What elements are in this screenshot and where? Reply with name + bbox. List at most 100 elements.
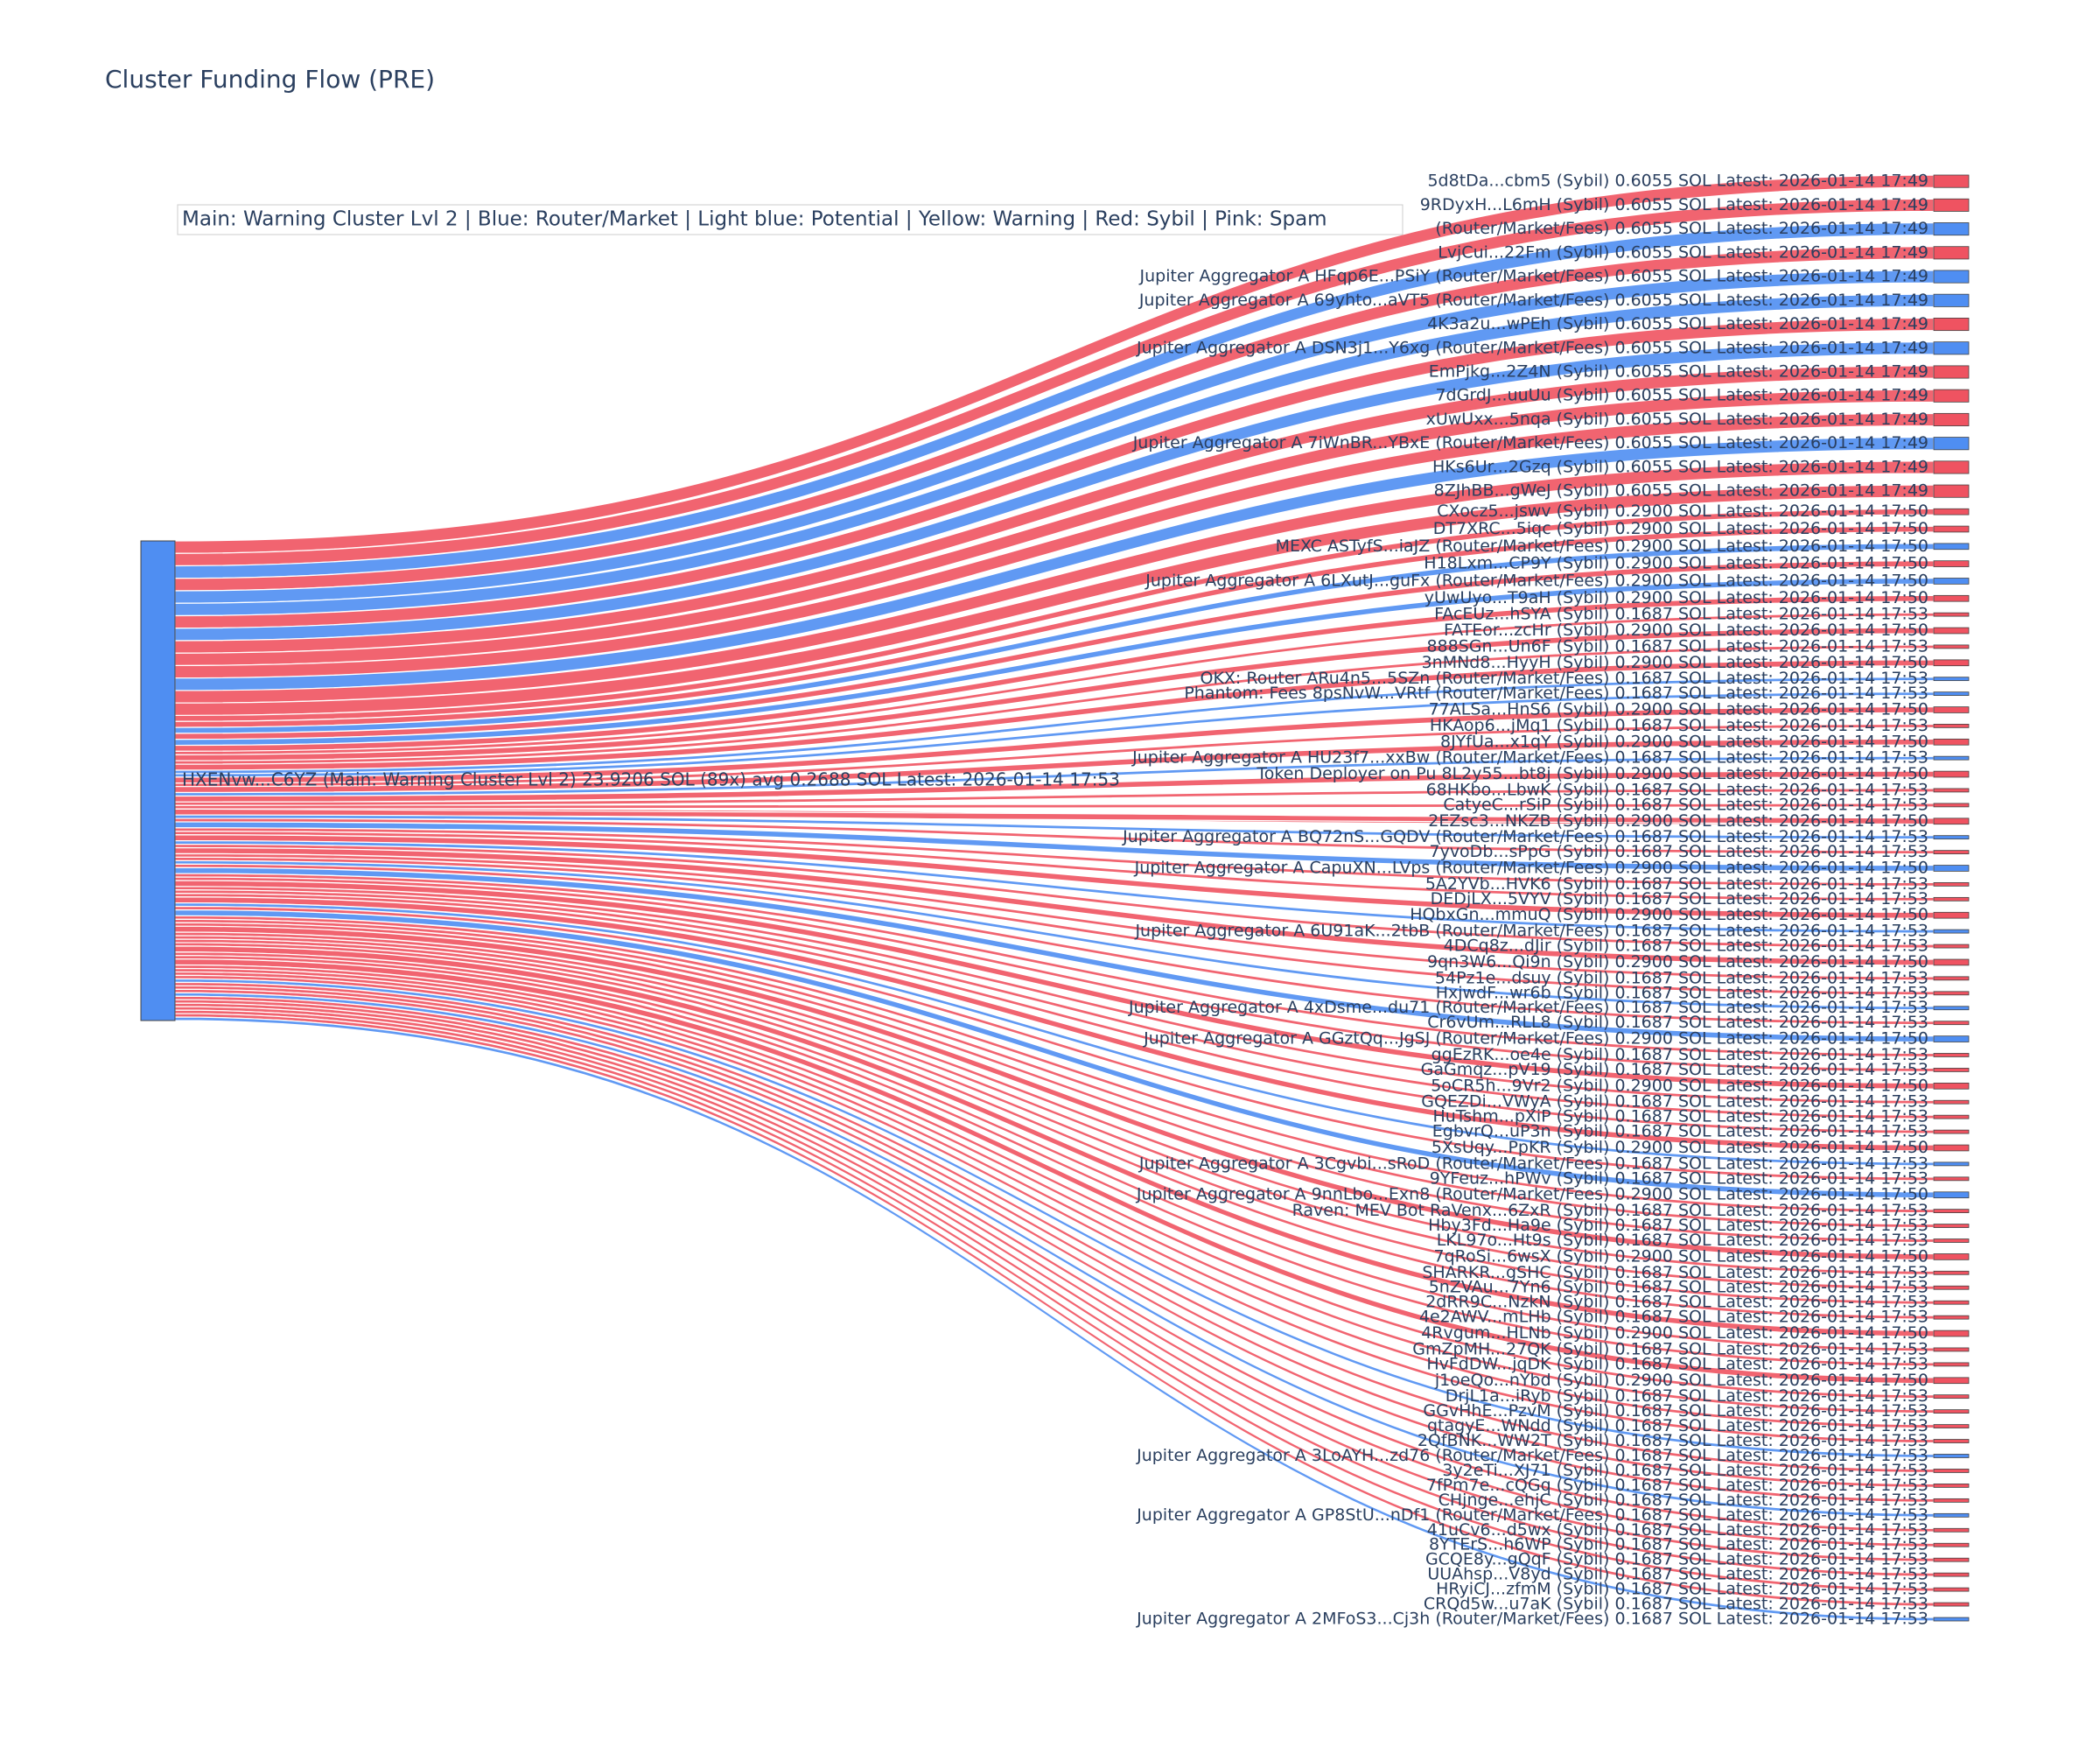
target-label: 68HKbo...LbwK (Sybil) 0.1687 SOL Latest:… [1426, 780, 1928, 799]
target-label: 7dGrdJ...uuUu (Sybil) 0.6055 SOL Latest:… [1435, 386, 1928, 405]
target-label: Raven: MEV Bot RaVenx...6ZxR (Sybil) 0.1… [1292, 1201, 1928, 1220]
target-label: 4Rvgum...HLNb (Sybil) 0.2900 SOL Latest:… [1421, 1323, 1928, 1343]
target-label: 9qn3W6...Qi9n (Sybil) 0.2900 SOL Latest:… [1427, 952, 1928, 972]
chart-title: Cluster Funding Flow (PRE) [105, 65, 435, 94]
target-label: 2dRR9C...NzkN (Sybil) 0.1687 SOL Latest:… [1425, 1293, 1928, 1312]
target-label: 888SGn...Un6F (Sybil) 0.1687 SOL Latest:… [1426, 636, 1928, 656]
target-node [1933, 1209, 1970, 1213]
target-node [1933, 525, 1970, 533]
target-label: Jupiter Aggregator A 6LXutJ...guFx (Rout… [1144, 571, 1928, 590]
target-node [1933, 706, 1970, 713]
target-node [1933, 1238, 1970, 1243]
target-node [1933, 1253, 1970, 1260]
target-label: FAcEUz...hSYA (Sybil) 0.1687 SOL Latest:… [1434, 605, 1928, 624]
target-node [1933, 365, 1970, 379]
target-label: 3y2eTi...XJ71 (Sybil) 0.1687 SOL Latest:… [1442, 1461, 1928, 1480]
target-node [1933, 1270, 1970, 1275]
target-label: qtagyE...WNdd (Sybil) 0.1687 SOL Latest:… [1427, 1416, 1928, 1435]
target-label: UUAhsp...V8yd (Sybil) 0.1687 SOL Latest:… [1427, 1565, 1928, 1584]
target-label: ggEzRK...oe4e (Sybil) 0.1687 SOL Latest:… [1432, 1045, 1928, 1064]
target-label: Jupiter Aggregator A 6U91aK...2tbB (Rout… [1134, 922, 1928, 941]
target-label: 9RDyxH...L6mH (Sybil) 0.6055 SOL Latest:… [1420, 195, 1928, 214]
target-label: Jupiter Aggregator A 69yhto...aVT5 (Rout… [1138, 291, 1928, 310]
target-node [1933, 1394, 1970, 1400]
target-node [1933, 1053, 1970, 1057]
target-node [1933, 1557, 1970, 1562]
target-label: 5A2YVb...HVK6 (Sybil) 0.1687 SOL Latest:… [1425, 874, 1928, 894]
target-node [1933, 270, 1970, 284]
nodes [140, 174, 1970, 1622]
target-label: Phantom: Fees 8psNvW...VRtf (Router/Mark… [1184, 684, 1928, 703]
target-node [1933, 1439, 1970, 1443]
target-node [1933, 1484, 1970, 1488]
target-label: GGvHhE...PzvM (Sybil) 0.1687 SOL Latest:… [1423, 1401, 1928, 1421]
target-node [1933, 850, 1970, 854]
target-node [1933, 198, 1970, 212]
target-label: Jupiter Aggregator A HFqp6E...PSiY (Rout… [1139, 267, 1928, 286]
target-node [1933, 1572, 1970, 1577]
target-node [1933, 770, 1970, 778]
source-node [140, 540, 176, 1021]
target-node [1933, 659, 1970, 667]
target-label: Jupiter Aggregator A HU23f7...xxBw (Rout… [1131, 748, 1928, 768]
target-node [1933, 293, 1970, 307]
target-label: EmPjkg...2Z4N (Sybil) 0.6055 SOL Latest:… [1429, 361, 1928, 381]
target-label: 4e2AWV...mLHb (Sybil) 0.1687 SOL Latest:… [1419, 1308, 1928, 1327]
target-label: CXocz5...jswv (Sybil) 0.2900 SOL Latest:… [1437, 502, 1928, 521]
target-label: GaGmqz...pV19 (Sybil) 0.1687 SOL Latest:… [1421, 1060, 1928, 1079]
target-label: Jupiter Aggregator A 3Cgvbi...sRoD (Rout… [1138, 1154, 1928, 1173]
target-label: DT7XRC...5iqc (Sybil) 0.2900 SOL Latest:… [1433, 519, 1928, 538]
target-label: Jupiter Aggregator A GP8StU...nDf1 (Rout… [1136, 1505, 1928, 1525]
target-label: OKX: Router ARu4n5...5SZn (Router/Market… [1200, 669, 1929, 688]
target-label: HQbxGn...mmuQ (Sybil) 0.2900 SOL Latest:… [1410, 905, 1928, 924]
target-label: LKL97o...Ht9s (Sybil) 0.1687 SOL Latest:… [1437, 1231, 1928, 1250]
target-label: 5XsUqy...PpKR (Sybil) 0.2900 SOL Latest:… [1432, 1138, 1928, 1157]
target-node [1933, 803, 1970, 808]
target-node [1933, 1617, 1970, 1622]
target-node [1933, 1454, 1970, 1458]
target-node [1933, 944, 1970, 949]
target-node [1933, 911, 1970, 919]
target-label: LvjCui...22Fm (Sybil) 0.6055 SOL Latest:… [1438, 242, 1928, 262]
target-label: 2EZsc3...NKZB (Sybil) 0.2900 SOL Latest:… [1428, 811, 1928, 831]
target-node [1933, 627, 1970, 635]
target-label: Cr6vUm...RLL8 (Sybil) 0.1687 SOL Latest:… [1427, 1013, 1928, 1032]
target-label: 4K3a2u...wPEh (Sybil) 0.6055 SOL Latest:… [1427, 314, 1928, 333]
target-node [1933, 755, 1970, 761]
target-node [1933, 612, 1970, 617]
target-node [1933, 1224, 1970, 1228]
target-label: 7qRoSi...6wsX (Sybil) 0.2900 SOL Latest:… [1434, 1246, 1928, 1266]
target-label: HRyiCJ...zfmM (Sybil) 0.1687 SOL Latest:… [1436, 1580, 1928, 1599]
target-node [1933, 865, 1970, 872]
target-node [1933, 1021, 1970, 1026]
target-node [1933, 991, 1970, 996]
target-node [1933, 724, 1970, 728]
target-label: 8ZJhBB...gWeJ (Sybil) 0.6055 SOL Latest:… [1434, 481, 1928, 501]
target-label: Jupiter Aggregator A DSN3j1...Y6xg (Rout… [1136, 338, 1928, 357]
target-label: Jupiter Aggregator A 9nnLbo...Exn8 (Rout… [1136, 1185, 1928, 1204]
target-label: xUwUxx...5nqa (Sybil) 0.6055 SOL Latest:… [1426, 410, 1928, 429]
target-node [1933, 1176, 1970, 1182]
target-label: Jupiter Aggregator A 7iWnBR...YBxE (Rout… [1132, 433, 1928, 453]
target-node [1933, 1512, 1970, 1518]
target-node [1933, 881, 1970, 887]
target-node [1933, 644, 1970, 649]
target-node [1933, 560, 1970, 567]
target-node [1933, 1330, 1970, 1337]
target-label: 7yvoDb...sPpG (Sybil) 0.1687 SOL Latest:… [1429, 842, 1928, 861]
target-label: Token Deployer on Pu 8L2y55...bt8j (Sybi… [1256, 764, 1928, 783]
target-node [1933, 222, 1970, 236]
target-label: CHjnge...ehjC (Sybil) 0.1687 SOL Latest:… [1438, 1491, 1928, 1510]
target-label: SHARKR...gSHC (Sybil) 0.1687 SOL Latest:… [1422, 1263, 1928, 1282]
target-node [1933, 1035, 1970, 1042]
target-node [1933, 594, 1970, 602]
target-label: 8JYfUa...x1qY (Sybil) 0.2900 SOL Latest:… [1440, 732, 1928, 751]
target-label: HvFdDW...jqDK (Sybil) 0.1687 SOL Latest:… [1426, 1354, 1928, 1373]
target-label: CatyeC...rSiP (Sybil) 0.1687 SOL Latest:… [1443, 795, 1928, 814]
target-node [1933, 1099, 1970, 1105]
target-label: EgbvrQ...uP3n (Sybil) 0.1687 SOL Latest:… [1432, 1122, 1928, 1141]
target-node [1933, 174, 1970, 188]
target-label: HKAop6...jMq1 (Sybil) 0.1687 SOL Latest:… [1430, 716, 1928, 735]
target-node [1933, 738, 1970, 746]
